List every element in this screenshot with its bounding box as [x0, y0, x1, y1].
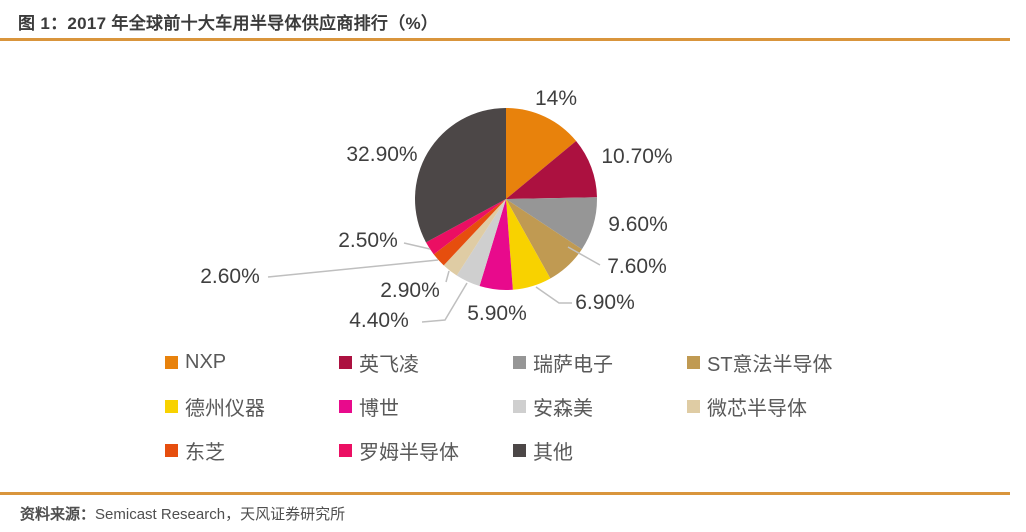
legend-swatch-icon	[165, 443, 178, 457]
legend-label: 东芝	[185, 441, 225, 464]
pie-percent-label-博世: 5.90%	[467, 302, 527, 325]
legend-label: 微芯半导体	[707, 397, 807, 420]
legend-item-安森美: 安森美	[513, 384, 687, 428]
legend-label: 英飞凌	[359, 353, 419, 376]
legend-label: 其他	[533, 441, 573, 464]
pie-percent-label-ST意法半导体: 7.60%	[607, 255, 667, 278]
legend-label: 安森美	[533, 397, 593, 420]
legend-swatch-icon	[687, 355, 700, 369]
legend-item-德州仪器: 德州仪器	[165, 384, 339, 428]
pie-percent-label-其他: 32.90%	[346, 143, 418, 166]
legend-item-其他: 其他	[513, 428, 687, 472]
legend-item-博世: 博世	[339, 384, 513, 428]
legend-label: 博世	[359, 397, 399, 420]
pie-slice-微芯半导体	[443, 199, 506, 276]
legend-label: NXP	[185, 350, 227, 373]
pie-percent-label-微芯半导体: 2.90%	[380, 279, 440, 302]
legend-item-瑞萨电子: 瑞萨电子	[513, 340, 687, 384]
pie-slice-ST意法半导体	[506, 199, 582, 279]
legend-item-英飞凌: 英飞凌	[339, 340, 513, 384]
title-underline	[0, 38, 1010, 41]
legend-swatch-icon	[165, 399, 178, 413]
pie-percent-label-英飞凌: 10.70%	[601, 145, 673, 168]
legend-swatch-icon	[513, 355, 526, 369]
pie-slice-东芝	[433, 199, 506, 266]
pie-percent-label-德州仪器: 6.90%	[575, 291, 635, 314]
figure-title: 图 1：2017 年全球前十大车用半导体供应商排行（%）	[18, 14, 439, 33]
legend-item-罗姆半导体: 罗姆半导体	[339, 428, 513, 472]
source-label: 资料来源：	[20, 506, 96, 523]
leader-line-德州仪器	[535, 286, 572, 304]
legend-item-NXP: NXP	[165, 340, 339, 384]
source-topline	[0, 492, 1010, 495]
legend-label: 德州仪器	[185, 397, 265, 420]
legend-swatch-icon	[513, 443, 526, 457]
leader-line-东芝	[267, 259, 439, 278]
pie-slice-安森美	[456, 199, 506, 287]
pie-percent-label-东芝: 2.60%	[200, 265, 260, 288]
leader-line-ST意法半导体	[567, 246, 601, 266]
legend-swatch-icon	[339, 355, 352, 369]
leader-line-安森美	[421, 282, 468, 323]
legend-item-微芯半导体: 微芯半导体	[687, 384, 861, 428]
leader-line-微芯半导体	[445, 270, 450, 283]
pie-slice-博世	[479, 199, 513, 290]
legend-swatch-icon	[165, 355, 178, 369]
pie-slice-瑞萨电子	[506, 197, 597, 250]
legend-swatch-icon	[687, 399, 700, 413]
pie-percent-label-罗姆半导体: 2.50%	[338, 229, 398, 252]
legend-swatch-icon	[339, 399, 352, 413]
pie-slice-其他	[414, 108, 506, 243]
leader-line-罗姆半导体	[403, 242, 431, 250]
legend-item-东芝: 东芝	[165, 428, 339, 472]
pie-slice-英飞凌	[506, 140, 597, 199]
pie-slice-德州仪器	[506, 199, 551, 290]
pie-percent-label-瑞萨电子: 9.60%	[608, 213, 668, 236]
legend-swatch-icon	[339, 443, 352, 457]
legend-label: ST意法半导体	[707, 353, 833, 376]
legend-label: 瑞萨电子	[533, 353, 613, 376]
source-line: 资料来源：Semicast Research，天风证券研究所	[20, 503, 345, 524]
pie-slice-罗姆半导体	[425, 199, 506, 255]
legend-swatch-icon	[513, 399, 526, 413]
pie-percent-label-安森美: 4.40%	[349, 309, 409, 332]
legend-item-ST意法半导体: ST意法半导体	[687, 340, 861, 384]
chart-legend: NXP 英飞凌 瑞萨电子 ST意法半导体德州仪器 博世 安森美 微芯半导体东芝 罗姆半导体 其他	[165, 340, 875, 472]
source-text: Semicast Research，天风证券研究所	[95, 506, 346, 523]
pie-slice-NXP	[506, 108, 577, 199]
pie-percent-label-NXP: 14%	[534, 87, 578, 110]
legend-label: 罗姆半导体	[359, 441, 459, 464]
